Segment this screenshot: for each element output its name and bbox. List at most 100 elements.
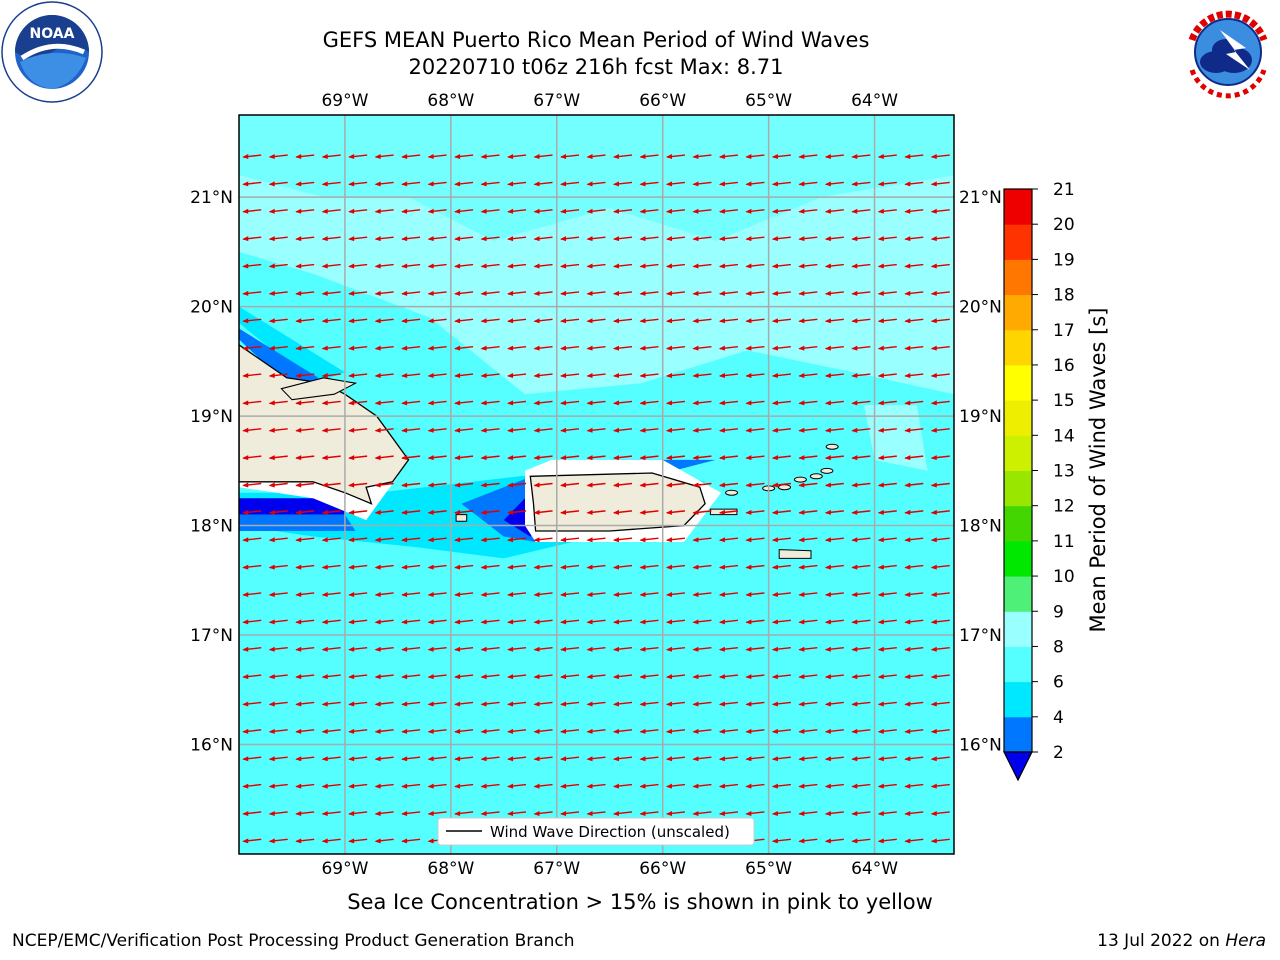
wave-direction-arrow (586, 290, 606, 296)
arrow-head (533, 400, 540, 406)
arrow-head (771, 482, 778, 488)
wave-direction-arrow (771, 482, 791, 488)
wave-direction-arrow (586, 345, 606, 351)
arrow-head (771, 838, 778, 844)
wave-direction-arrow (348, 263, 368, 269)
wave-direction-arrow (321, 646, 341, 652)
arrow-head (930, 455, 937, 461)
arrow-head (348, 318, 355, 324)
wave-direction-arrow (454, 455, 474, 461)
wave-direction-arrow (242, 208, 262, 214)
wave-direction-arrow (427, 728, 447, 734)
arrow-head (904, 509, 911, 515)
arrow-head (374, 154, 381, 160)
arrow-head (401, 181, 408, 187)
wave-direction-arrow (348, 838, 368, 844)
arrow-head (348, 564, 355, 570)
wave-direction-arrow (798, 756, 818, 762)
arrow-head (533, 482, 540, 488)
wave-direction-arrow (877, 345, 897, 351)
lat-tick-right: 17°N (959, 626, 1002, 646)
wave-direction-arrow (242, 756, 262, 762)
wave-direction-arrow (665, 263, 686, 269)
wave-direction-arrow (401, 455, 421, 461)
wave-direction-arrow (771, 318, 791, 324)
wave-direction-arrow (904, 728, 924, 734)
wave-direction-arrow (401, 537, 421, 543)
wave-direction-arrow (507, 290, 527, 296)
wave-direction-arrow (507, 236, 527, 242)
wave-direction-arrow (824, 427, 844, 433)
wave-direction-arrow (295, 838, 315, 844)
arrow-head (454, 181, 461, 187)
wave-direction-arrow (348, 674, 368, 680)
colorbar-segment (1004, 189, 1032, 225)
wave-direction-arrow (639, 345, 659, 351)
wave-direction-arrow (454, 810, 474, 816)
wave-direction-arrow (507, 373, 527, 379)
arrow-head (745, 646, 752, 652)
arrow-head (427, 400, 434, 406)
wave-direction-arrow (268, 263, 288, 269)
arrow-head (586, 564, 593, 570)
wave-direction-arrow (533, 537, 553, 543)
wave-direction-arrow (639, 701, 659, 707)
arrow-head (665, 783, 672, 789)
wave-direction-arrow (877, 674, 897, 680)
wave-direction-arrow (851, 537, 871, 543)
wave-direction-arrow (533, 290, 553, 296)
wave-direction-arrow (586, 373, 606, 379)
wave-direction-arrow (745, 564, 765, 570)
noaa-logo: NOAA (1, 1, 103, 103)
arrow-head (718, 318, 725, 324)
arrow-head (612, 208, 619, 214)
wave-direction-arrow (268, 783, 288, 789)
arrow-head (586, 400, 593, 406)
wave-direction-arrow (295, 154, 315, 160)
wave-direction-arrow (401, 400, 421, 406)
wave-direction-arrow (242, 509, 262, 515)
arrow-head (454, 373, 461, 379)
wave-direction-arrow (930, 400, 950, 406)
wave-direction-arrow (586, 400, 606, 406)
lat-tick-left: 17°N (190, 626, 233, 646)
lat-tick-left: 19°N (190, 407, 233, 427)
wave-direction-arrow (268, 482, 288, 488)
arrow-head (877, 427, 884, 433)
wave-direction-arrow (612, 756, 633, 762)
wave-direction-arrow (745, 537, 765, 543)
wave-direction-arrow (612, 701, 633, 707)
wave-direction-arrow (904, 783, 924, 789)
wave-direction-arrow (427, 674, 447, 680)
arrow-head (242, 838, 249, 844)
arrow-head (639, 646, 646, 652)
wave-direction-arrow (401, 783, 421, 789)
wave-direction-arrow (798, 537, 818, 543)
arrow-head (295, 154, 302, 160)
wave-direction-arrow (930, 728, 950, 734)
arrow-head (877, 373, 884, 379)
arrow-head (480, 482, 487, 488)
lat-tick-right: 18°N (959, 517, 1002, 537)
arrow-head (427, 345, 434, 351)
arrow-head (718, 236, 725, 242)
arrow-head (427, 728, 434, 734)
wave-direction-arrow (401, 646, 421, 652)
arrow-head (321, 701, 328, 707)
wave-direction-arrow (348, 646, 368, 652)
arrow-head (321, 181, 328, 187)
wave-direction-arrow (930, 427, 950, 433)
arrow-head (824, 318, 831, 324)
wave-direction-arrow (401, 701, 421, 707)
wave-direction-arrow (507, 591, 527, 597)
arrow-head (268, 181, 275, 187)
wave-direction-arrow (930, 783, 950, 789)
wave-direction-arrow (374, 674, 394, 680)
arrow-head (851, 290, 858, 296)
wave-direction-arrow (321, 318, 341, 324)
arrow-head (798, 509, 805, 515)
wave-direction-arrow (321, 482, 341, 488)
arrow-head (586, 728, 593, 734)
arrow-head (268, 455, 275, 461)
wave-direction-arrow (718, 236, 738, 242)
